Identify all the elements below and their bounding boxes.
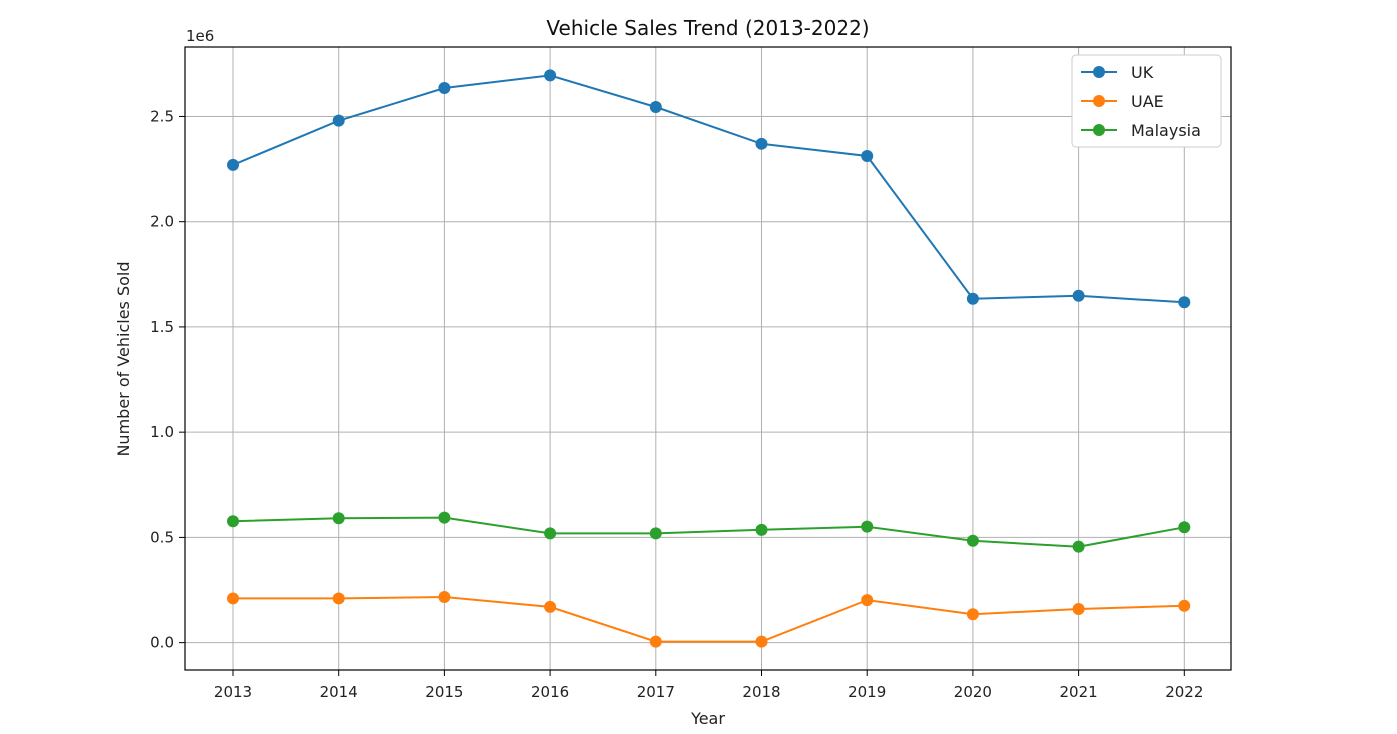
data-point-uae [1072,602,1085,615]
legend-marker [1093,95,1105,107]
x-tick-label: 2016 [531,683,569,701]
data-point-uk [755,137,768,150]
legend-label: UK [1131,63,1154,82]
data-point-malaysia [966,534,979,547]
data-point-uae [1178,599,1191,612]
y-tick-label: 1.0 [150,423,174,441]
y-tick-label: 1.5 [150,318,174,336]
x-tick-label: 2022 [1165,683,1203,701]
data-point-malaysia [861,520,874,533]
data-point-uae [332,592,345,605]
legend-box [1071,54,1222,148]
y-multiplier-label: 1e6 [186,27,214,45]
x-tick-label: 2014 [320,683,358,701]
data-point-uk [1072,289,1085,302]
plot-frame [184,46,1232,671]
data-point-uae [966,608,979,621]
y-tick-label: 0.0 [150,634,174,652]
x-tick-label: 2015 [425,683,463,701]
series-layer [227,69,1191,648]
data-point-uk [332,114,345,127]
data-point-uk [544,69,557,82]
data-point-uae [649,635,662,648]
data-point-malaysia [438,511,451,524]
x-tick-label: 2020 [954,683,992,701]
data-point-uae [438,590,451,603]
legend: UK UAE Malaysia [1071,54,1222,148]
legend-marker [1093,66,1105,78]
data-point-uk [438,82,451,95]
series-line-malaysia [232,516,1185,548]
x-tick-label: 2018 [742,683,780,701]
series-line-uae [233,595,1185,643]
data-point-uk [966,292,979,305]
x-tick-label: 2017 [637,683,675,701]
y-axis: 0.0 0.5 1.0 1.5 2.0 2.5 [150,107,185,652]
data-point-malaysia [227,515,239,528]
data-point-uae [755,635,768,648]
x-axis-label: Year [690,709,725,728]
data-point-uk [649,100,662,113]
data-point-uae [227,592,239,605]
data-point-uk [227,158,239,171]
data-point-malaysia [1072,540,1085,553]
y-axis-label: Number of Vehicles Sold [114,261,133,456]
y-tick-label: 2.5 [150,107,174,125]
legend-label: UAE [1131,92,1164,111]
grid [185,47,1231,670]
chart-title: Vehicle Sales Trend (2013-2022) [546,16,869,40]
data-point-malaysia [332,512,345,525]
legend-label: Malaysia [1131,121,1201,140]
x-axis: 2013 2014 2015 2016 2017 2018 2019 2020 2021 2022 [214,670,1203,701]
data-point-malaysia [755,523,768,536]
x-tick-label: 2021 [1060,683,1098,701]
legend-marker [1093,124,1105,136]
x-tick-label: 2013 [214,683,252,701]
data-point-malaysia [1178,521,1191,534]
x-tick-label: 2019 [848,683,886,701]
data-point-uae [861,594,874,607]
data-point-malaysia [649,527,662,540]
y-tick-label: 2.0 [150,213,174,231]
data-point-uk [1178,296,1191,309]
y-tick-label: 0.5 [150,528,174,546]
data-point-uk [861,150,874,163]
series-line-uk [232,74,1185,304]
data-point-uae [544,600,557,613]
data-point-malaysia [544,527,557,540]
